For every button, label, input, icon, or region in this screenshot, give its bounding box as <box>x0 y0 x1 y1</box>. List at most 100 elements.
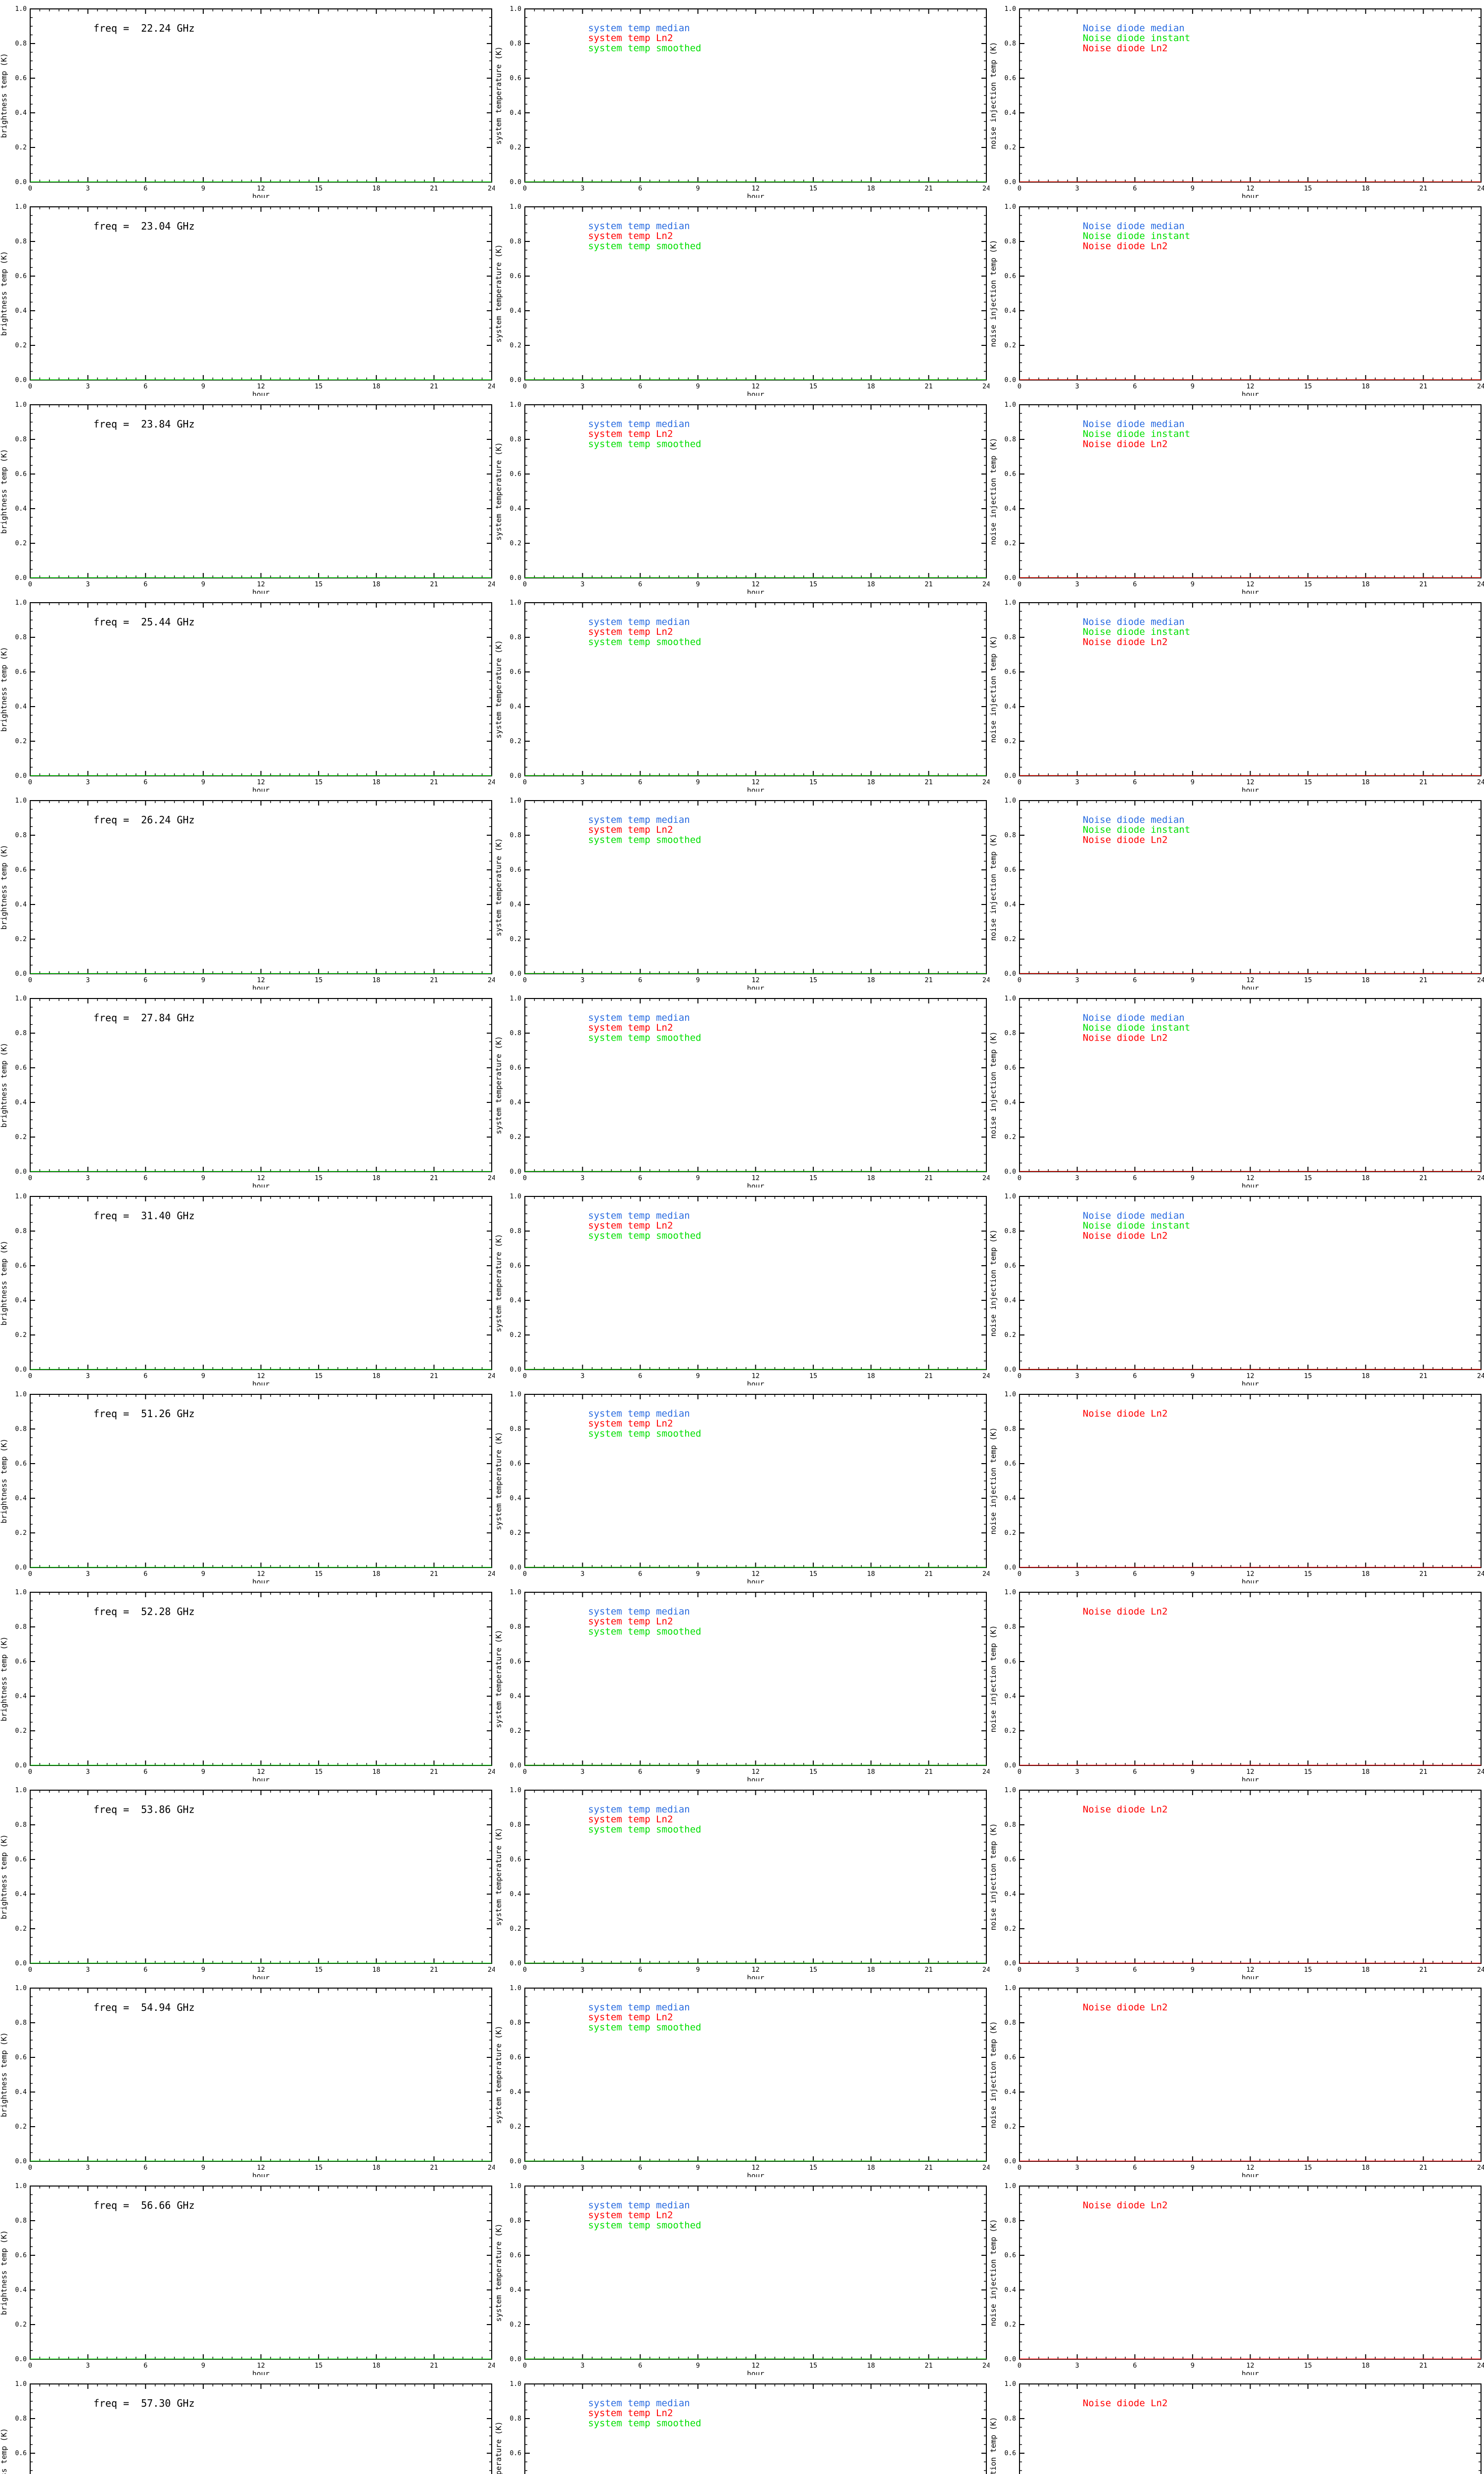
svg-text:noise injection temp (K): noise injection temp (K) <box>989 240 998 347</box>
svg-text:3: 3 <box>1075 185 1079 192</box>
svg-text:system temperature (K): system temperature (K) <box>495 640 503 739</box>
svg-text:0.2: 0.2 <box>15 936 27 943</box>
svg-text:1.0: 1.0 <box>510 203 521 211</box>
svg-text:24: 24 <box>1477 1174 1484 1182</box>
svg-text:0.8: 0.8 <box>510 238 521 245</box>
svg-text:3: 3 <box>1075 382 1079 390</box>
svg-text:0.2: 0.2 <box>15 144 27 151</box>
svg-text:0.6: 0.6 <box>1005 273 1016 280</box>
svg-text:brightness temp (K): brightness temp (K) <box>0 1834 8 1919</box>
svg-text:12: 12 <box>751 1174 759 1182</box>
svg-text:0: 0 <box>28 1174 32 1182</box>
svg-text:9: 9 <box>696 1570 700 1578</box>
svg-text:1.0: 1.0 <box>510 5 521 13</box>
svg-text:21: 21 <box>430 1174 438 1182</box>
svg-text:12: 12 <box>751 580 759 588</box>
svg-text:3: 3 <box>86 1174 90 1182</box>
svg-text:18: 18 <box>1362 185 1370 192</box>
svg-text:0.2: 0.2 <box>510 540 521 547</box>
subplot-r4-brightness: 0 3 6 9 12 15 18 21 24 0.0 0.2 0.4 0.6 0.8 1.0 hour brig… <box>0 594 495 792</box>
svg-text:9: 9 <box>1191 976 1195 984</box>
svg-text:1.0: 1.0 <box>15 1391 27 1398</box>
svg-text:1.0: 1.0 <box>15 995 27 1002</box>
svg-text:18: 18 <box>372 1570 380 1578</box>
svg-text:9: 9 <box>696 1966 700 1974</box>
svg-text:freq = 25.44 GHz: freq = 25.44 GHz <box>93 616 195 628</box>
subplot-canvas-r2-system-temp: 0 3 6 9 12 15 18 21 24 0.0 0.2 0.4 0.6 0.8 1.0 hour syst… <box>495 203 989 396</box>
svg-text:12: 12 <box>257 1570 265 1578</box>
svg-text:0.4: 0.4 <box>510 109 522 117</box>
svg-text:hour: hour <box>747 1776 764 1781</box>
svg-text:0.8: 0.8 <box>1005 1623 1016 1631</box>
svg-text:system temp median: system temp median <box>588 1804 690 1815</box>
subplot-r11-system-temp: 0 3 6 9 12 15 18 21 24 0.0 0.2 0.4 0.6 0.8 1.0 hour syst… <box>495 1979 989 2177</box>
svg-text:3: 3 <box>86 1768 90 1776</box>
svg-text:0.0: 0.0 <box>15 1564 27 1571</box>
svg-text:18: 18 <box>867 1372 875 1380</box>
svg-text:Noise diode Ln2: Noise diode Ln2 <box>1083 1032 1168 1043</box>
svg-text:18: 18 <box>372 778 380 786</box>
svg-text:0.0: 0.0 <box>1005 1960 1016 1967</box>
svg-text:0.6: 0.6 <box>510 866 521 874</box>
svg-text:18: 18 <box>1362 778 1370 786</box>
svg-text:6: 6 <box>143 580 147 588</box>
svg-text:system temperature (K): system temperature (K) <box>495 1234 503 1332</box>
svg-text:6: 6 <box>1133 976 1137 984</box>
subplot-canvas-r6-brightness: 0 3 6 9 12 15 18 21 24 0.0 0.2 0.4 0.6 0.8 1.0 hour brig… <box>0 995 495 1188</box>
subplot-canvas-r1-brightness: 0 3 6 9 12 15 18 21 24 0.0 0.2 0.4 0.6 0.8 1.0 hour brig… <box>0 5 495 198</box>
subplot-canvas-r5-noise-diode: 0 3 6 9 12 15 18 21 24 0.0 0.2 0.4 0.6 0.8 1.0 hour nois… <box>989 797 1484 990</box>
svg-text:0.4: 0.4 <box>510 901 522 908</box>
svg-text:3: 3 <box>1075 1768 1079 1776</box>
svg-text:24: 24 <box>488 1372 495 1380</box>
svg-text:0.8: 0.8 <box>1005 1821 1016 1829</box>
svg-text:15: 15 <box>809 580 817 588</box>
svg-text:0.6: 0.6 <box>510 1460 521 1468</box>
subplot-canvas-r6-noise-diode: 0 3 6 9 12 15 18 21 24 0.0 0.2 0.4 0.6 0.8 1.0 hour nois… <box>989 995 1484 1188</box>
svg-text:15: 15 <box>809 1768 817 1776</box>
svg-text:0: 0 <box>1018 185 1021 192</box>
subplot-r5-brightness: 0 3 6 9 12 15 18 21 24 0.0 0.2 0.4 0.6 0.8 1.0 hour brig… <box>0 792 495 990</box>
svg-text:0: 0 <box>1018 976 1021 984</box>
subplot-r8-system-temp: 0 3 6 9 12 15 18 21 24 0.0 0.2 0.4 0.6 0.8 1.0 hour syst… <box>495 1385 989 1583</box>
svg-text:15: 15 <box>1304 1768 1312 1776</box>
subplot-r9-system-temp: 0 3 6 9 12 15 18 21 24 0.0 0.2 0.4 0.6 0.8 1.0 hour syst… <box>495 1583 989 1781</box>
svg-text:15: 15 <box>315 1372 323 1380</box>
svg-text:0: 0 <box>1018 1372 1021 1380</box>
svg-text:18: 18 <box>867 1174 875 1182</box>
svg-text:3: 3 <box>86 185 90 192</box>
svg-text:21: 21 <box>1419 382 1427 390</box>
svg-text:9: 9 <box>696 1768 700 1776</box>
subplot-canvas-r2-brightness: 0 3 6 9 12 15 18 21 24 0.0 0.2 0.4 0.6 0.8 1.0 hour brig… <box>0 203 495 396</box>
svg-text:system temp median: system temp median <box>588 23 690 34</box>
svg-text:hour: hour <box>252 985 270 990</box>
svg-text:18: 18 <box>372 1768 380 1776</box>
svg-text:15: 15 <box>1304 1570 1312 1578</box>
svg-text:0.6: 0.6 <box>1005 668 1016 676</box>
svg-text:noise injection temp (K): noise injection temp (K) <box>989 1032 998 1139</box>
svg-text:hour: hour <box>747 391 764 396</box>
svg-text:Noise diode instant: Noise diode instant <box>1083 824 1190 835</box>
svg-text:12: 12 <box>257 1372 265 1380</box>
svg-text:0: 0 <box>523 778 527 786</box>
svg-text:21: 21 <box>430 976 438 984</box>
svg-text:0.0: 0.0 <box>1005 1366 1016 1374</box>
svg-text:0.2: 0.2 <box>510 1925 521 1933</box>
svg-text:system temperature (K): system temperature (K) <box>495 442 503 541</box>
svg-text:0.6: 0.6 <box>1005 1856 1016 1863</box>
svg-text:18: 18 <box>1362 976 1370 984</box>
svg-text:12: 12 <box>257 1768 265 1776</box>
svg-text:1.0: 1.0 <box>15 5 27 13</box>
svg-text:0.6: 0.6 <box>510 75 521 82</box>
svg-text:9: 9 <box>1191 1768 1195 1776</box>
svg-text:18: 18 <box>1362 580 1370 588</box>
subplot-r11-brightness: 0 3 6 9 12 15 18 21 24 0.0 0.2 0.4 0.6 0.8 1.0 hour brig… <box>0 1979 495 2177</box>
svg-text:hour: hour <box>1242 391 1259 396</box>
svg-text:system temp Ln2: system temp Ln2 <box>588 1814 673 1825</box>
svg-text:15: 15 <box>1304 976 1312 984</box>
svg-text:system temp Ln2: system temp Ln2 <box>588 1616 673 1627</box>
svg-text:21: 21 <box>925 1570 932 1578</box>
svg-text:system temp Ln2: system temp Ln2 <box>588 33 673 44</box>
svg-text:18: 18 <box>372 185 380 192</box>
svg-text:0.2: 0.2 <box>1005 936 1016 943</box>
svg-text:12: 12 <box>1246 1966 1254 1974</box>
